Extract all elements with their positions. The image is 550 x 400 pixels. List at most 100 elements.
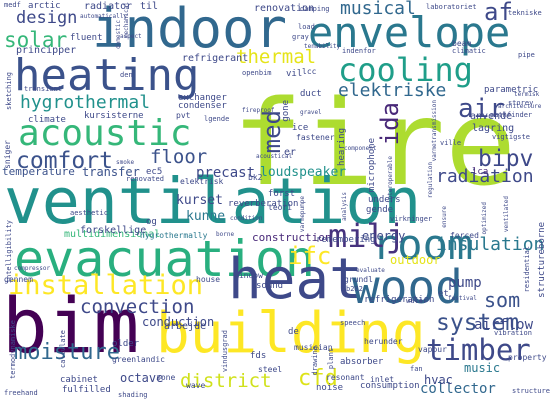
word-damping: damping [300,5,330,13]
word-reverberation: reverberation [228,199,299,209]
word-gennem: gennem [4,275,33,284]
word-gone: gone [281,100,291,122]
word-tekniske: tekniske [508,9,542,17]
word-thermal: thermal [236,46,317,68]
word-inlet: inlet [370,375,395,384]
word-sketching: sketching [5,72,13,110]
word-hvac: hvac [424,373,453,387]
word-ventilated: ventilated [503,196,510,233]
word-ifc: ifc [288,242,332,270]
word-temperature: temperature [2,165,75,178]
word-wave: wave [186,381,206,390]
word-lca: lca [472,167,489,177]
word-design: design [16,8,78,28]
word-convection: convection [80,296,195,318]
word-acoustical: acoustical [256,153,293,160]
word-kurset: kurset [176,193,223,208]
word-af: af [484,0,513,26]
word-installation: installation [8,270,204,301]
word-acoustic: acoustic [18,113,192,154]
word-insulation: insulation [436,234,545,255]
word-gray: gray [292,33,309,41]
word-fds: fds [250,351,267,361]
word-festival: festival [448,295,477,302]
word-ventilation: ventilation [4,165,422,238]
word-transfer: transfer [82,165,140,179]
word-heat: heat [228,247,363,312]
word-automatically: automatically [80,13,127,20]
word-elektriske: elektriske [338,80,447,101]
word-collector: collector [420,381,496,397]
word-component: component [344,145,377,152]
word-air: air [458,94,505,124]
word-fireproof: fireproof [242,107,275,114]
word-fire: fire [232,74,517,212]
word-structureborne: structureborne [537,222,547,298]
word-smoke: smoke [116,159,135,166]
word-beam: beam [452,39,472,48]
word-er: er [284,147,297,158]
word-forst: forst [268,189,296,199]
word-resonant: resonant [326,373,365,382]
word-vindusgrad: vindusgrad [221,330,229,373]
word-plant: plant [327,348,335,370]
word-indenfor: indenfor [342,47,376,55]
word-renovated: renovated [126,175,164,183]
word-moisture: moisture [14,340,120,365]
word-envelope: envelope [308,8,511,57]
word-som: som [484,288,521,312]
word-room: room [372,220,474,269]
word-kursisterne: kursisterne [84,111,144,121]
word-climatic: climatic [452,47,486,55]
word-airflow: airflow [474,317,534,333]
word-b282: b282 [346,285,363,293]
word-conduction: conduction [142,315,215,329]
word-bk2: bk2 [248,173,263,182]
word-water: water [406,297,428,305]
word-og: og [146,217,157,227]
word-pvt: pvt [176,111,191,120]
word-vigtigste: vigtigste [492,133,530,141]
word-lgende: lgende [204,115,230,123]
word-octave: octave [120,371,164,385]
word-den: den [120,71,133,79]
word-laboratoriet: laboratoriet [426,3,477,11]
word-multidimensional: multidimensional [64,229,161,240]
word-arctic: arctic [28,1,61,11]
word-forced: forced [450,231,479,240]
word-evaluate: evaluate [356,267,385,274]
word-bipv: bipv [478,146,534,172]
word-compressor: compressor [14,265,51,272]
word-termodynamiske: termodynamiske [9,320,17,380]
word-de: de [288,327,299,337]
word-elektrisk: elektrisk [180,177,224,186]
word-fastener: fastener [296,133,335,142]
word-structure: structure [512,387,550,395]
word-duct: duct [300,89,322,99]
word-radiator: radiator [84,1,133,12]
word-calculate: calculate [59,330,67,368]
word-vibration: vibration [494,329,532,337]
word-varmetransmission: varmetransmission [431,100,438,162]
word-parametric: parametric [484,85,539,95]
word-fan: fan [410,365,423,373]
word-older: older [112,339,140,349]
word-pump: pump [448,275,482,291]
word-heating: heating [14,50,200,101]
word-vil: vil [286,69,303,79]
word-storey: storey [508,99,534,107]
word-cabinet: cabinet [60,375,98,385]
word-aspect: aspect [120,33,142,40]
word-condenser: condenser [178,101,227,111]
word-ec5: ec5 [146,167,163,177]
word-herunder: herunder [364,337,403,346]
word-cfd: cfd [298,366,338,391]
word-wood: wood [352,260,463,314]
word-comfort: comfort [16,148,113,174]
word-load: load [298,23,315,31]
word-steel: steel [258,365,283,374]
word-sound: sound [256,281,284,291]
word-building: building [156,301,426,366]
word-renovation: renovation [254,3,315,14]
word-system: system [436,310,520,336]
